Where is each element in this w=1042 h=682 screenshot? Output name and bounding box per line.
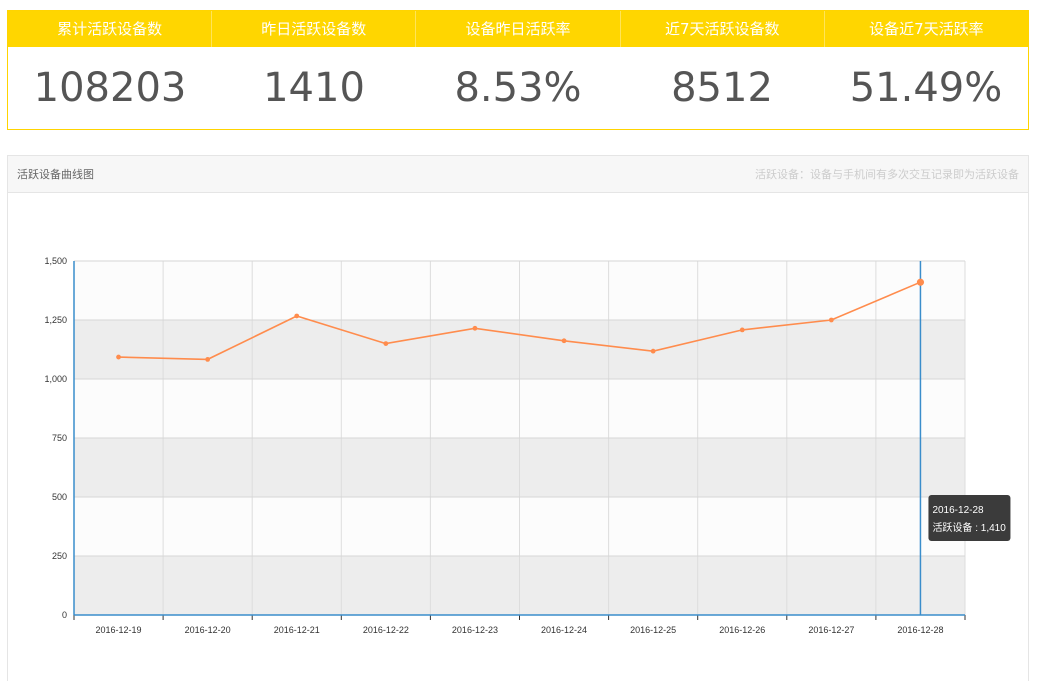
data-point [383, 341, 389, 346]
kpi-value-yesterday: 1410 [263, 65, 365, 111]
tooltip-value: 活跃设备 : 1,410 [932, 521, 1006, 534]
chart-tooltip: 2016-12-28 活跃设备 : 1,410 [928, 495, 1011, 541]
y-tick-label: 1,500 [44, 256, 67, 266]
panel-title: 活跃设备曲线图 [17, 168, 94, 181]
data-point [828, 317, 834, 323]
kpi-label-total: 累计活跃设备数 [8, 11, 213, 47]
kpi-label-yesterday: 昨日活跃设备数 [212, 11, 417, 47]
kpi-label-7day-rate: 设备近7天活跃率 [869, 20, 984, 38]
kpi-value-yesterday-rate: 8.53% [454, 65, 582, 111]
x-tick-label: 2016-12-27 [808, 625, 854, 635]
kpi-value-total: 108203 [33, 65, 187, 111]
x-tick-label: 2016-12-21 [274, 625, 320, 635]
y-tick-label: 500 [52, 492, 67, 502]
y-tick-label: 750 [52, 433, 67, 443]
data-point [294, 313, 300, 319]
data-point [739, 327, 745, 333]
x-tick-label: 2016-12-23 [452, 625, 498, 635]
active-device-chart-panel: 活跃设备曲线图 活跃设备：设备与手机间有多次交互记录即为活跃设备 0 250 500… [7, 155, 1029, 681]
kpi-label-yesterday-rate: 设备昨日活跃率 [416, 11, 621, 47]
x-tick-label: 2016-12-26 [719, 625, 765, 635]
kpi-label-7day: 近7天活跃设备数 [621, 11, 825, 47]
data-point [916, 278, 925, 286]
x-tick-label: 2016-12-28 [897, 625, 943, 635]
kpi-value-7day: 8512 [671, 65, 773, 111]
tooltip-background [928, 495, 1011, 541]
tooltip-date: 2016-12-28 [932, 505, 984, 516]
data-point [205, 357, 211, 362]
x-tick-label: 2016-12-22 [363, 625, 409, 635]
y-tick-label: 250 [52, 551, 67, 561]
kpi-header-row: 累计活跃设备数 昨日活跃设备数 设备昨日活跃率 近7天活跃设备数 设备近7天活跃… [8, 11, 1028, 47]
x-tick-label: 2016-12-25 [630, 625, 676, 635]
data-point [116, 354, 121, 360]
y-tick-label: 1,250 [44, 315, 67, 325]
panel-note: 活跃设备：设备与手机间有多次交互记录即为活跃设备 [755, 168, 1019, 181]
data-point [561, 338, 567, 344]
kpi-value-row: 108203 1410 8.53% 8512 51.49% [8, 47, 1028, 129]
panel-header: 活跃设备曲线图 活跃设备：设备与手机间有多次交互记录即为活跃设备 [8, 156, 1028, 193]
kpi-value-7day-rate: 51.49% [849, 65, 1003, 111]
x-tick-label: 2016-12-20 [185, 625, 231, 635]
y-tick-label: 1,000 [44, 374, 67, 384]
kpi-summary: 累计活跃设备数 昨日活跃设备数 设备昨日活跃率 近7天活跃设备数 设备近7天活跃… [7, 10, 1029, 130]
line-chart[interactable]: 0 250 500 750 1,000 1,250 1,500 2016-12-19 2016… [8, 193, 1028, 682]
x-tick-label: 2016-12-19 [96, 625, 142, 635]
series-line-active-devices [118, 281, 921, 361]
data-point [472, 325, 478, 331]
data-point [650, 348, 656, 354]
x-tick-label: 2016-12-24 [541, 625, 587, 635]
y-tick-label: 0 [62, 610, 67, 620]
